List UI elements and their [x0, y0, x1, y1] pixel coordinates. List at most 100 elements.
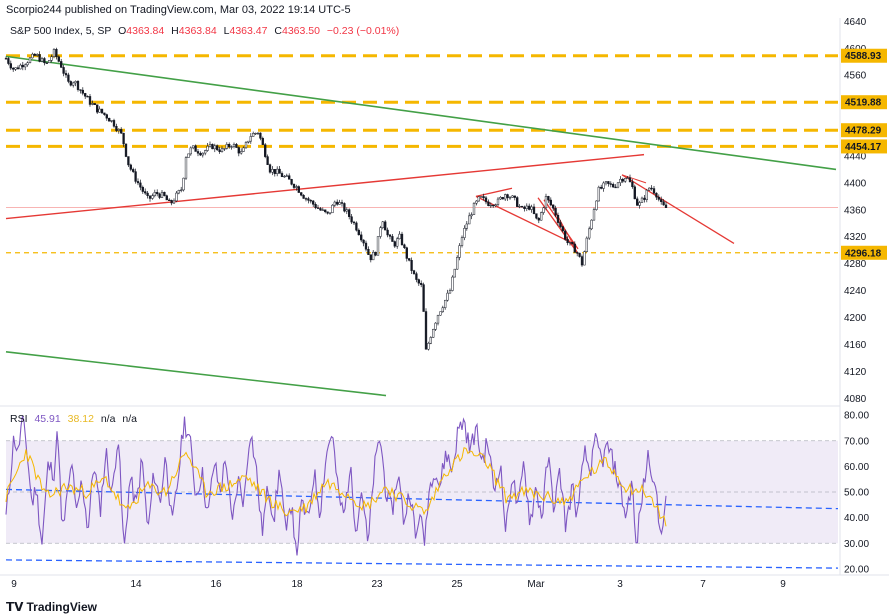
candle-body	[403, 244, 406, 248]
candle-body	[523, 206, 526, 209]
candle-body	[120, 129, 123, 134]
candle-body	[244, 142, 248, 149]
candle-body	[501, 197, 504, 200]
candle-body	[252, 133, 255, 137]
candle-body	[499, 197, 502, 200]
candle-body	[160, 191, 164, 198]
candle-body	[513, 195, 516, 198]
candle-body	[489, 204, 492, 207]
time-tick-label: 23	[371, 579, 383, 590]
price-level-label: 4588.93	[845, 51, 882, 62]
rsi-title[interactable]: RSI	[10, 413, 28, 425]
time-tick-label: 3	[617, 579, 623, 590]
time-axis: 9 14 16 18 23 25 Mar 3 7 9	[11, 579, 786, 590]
candle-body	[103, 112, 106, 115]
candle-body	[108, 117, 111, 122]
candle-body	[297, 186, 300, 193]
candle-body	[199, 152, 202, 156]
candle-body	[170, 200, 173, 204]
candle-body	[352, 221, 356, 224]
candle-body	[242, 147, 245, 152]
candle-body	[76, 81, 80, 90]
price-level-tag	[841, 245, 887, 260]
candle-body	[590, 219, 593, 230]
candle-body	[434, 322, 437, 330]
candle-body	[235, 143, 238, 148]
candle-body	[127, 156, 130, 166]
candle-body	[465, 223, 468, 229]
candle-body	[98, 108, 101, 113]
candle-body	[9, 63, 12, 69]
candle-body	[360, 234, 363, 241]
candle-body	[655, 192, 658, 198]
candle-body	[60, 61, 63, 68]
candle-body	[38, 54, 41, 62]
candle-body	[249, 136, 252, 142]
rsi-pane	[5, 415, 839, 569]
candle-body	[55, 49, 58, 57]
time-tick-label: 16	[210, 579, 222, 590]
candle-body	[21, 64, 24, 68]
candle-body	[158, 193, 161, 198]
candle-body	[177, 190, 180, 194]
symbol-name[interactable]: S&P 500 Index, 5, SP	[10, 25, 112, 37]
candle-body	[446, 292, 449, 301]
tradingview-logo-icon: 𝗧𝗩	[6, 600, 24, 614]
candle-body	[537, 217, 540, 221]
candle-body	[604, 181, 608, 184]
candle-body	[144, 191, 147, 194]
candle-body	[312, 200, 315, 205]
price-tick-label: 4200	[844, 313, 867, 324]
candle-body	[91, 103, 94, 105]
candle-body	[148, 195, 152, 199]
candle-body	[424, 311, 428, 350]
candle-body	[28, 57, 32, 64]
candle-body	[206, 145, 209, 151]
candle-body	[511, 195, 514, 198]
high-value: 4363.84	[178, 25, 217, 37]
candle-body	[292, 184, 296, 188]
candle-body	[578, 252, 581, 257]
candle-body	[372, 251, 375, 261]
candle-body	[547, 196, 550, 201]
candle-body	[573, 243, 576, 253]
candle-body	[532, 206, 536, 214]
candle-body	[276, 168, 279, 174]
candle-body	[571, 241, 574, 245]
candle-body	[213, 145, 216, 150]
candle-body	[494, 204, 497, 206]
candle-body	[151, 195, 154, 199]
candle-body	[336, 201, 339, 205]
rsi-ma-line	[5, 447, 667, 527]
candle-body	[19, 64, 22, 70]
candle-body	[280, 173, 284, 178]
candle-body	[240, 151, 243, 154]
candle-body	[556, 215, 560, 223]
candle-body	[211, 143, 214, 150]
candle-body	[552, 204, 555, 209]
candle-body	[463, 228, 466, 238]
candle-body	[607, 181, 610, 184]
candle-body	[585, 237, 588, 252]
candle-body	[453, 268, 456, 278]
candle-body	[477, 196, 480, 202]
candle-body	[451, 276, 454, 291]
flag-upper-line-1	[475, 187, 513, 197]
candle-body	[168, 199, 171, 201]
candle-body	[57, 56, 60, 62]
candle-body	[175, 192, 178, 202]
candle-body	[345, 209, 348, 212]
price-level-label: 4454.17	[845, 142, 882, 153]
price-level-tag	[841, 95, 887, 110]
candle-body	[247, 140, 250, 143]
candle-body	[580, 256, 584, 266]
descending-support-line	[5, 351, 387, 397]
candle-body	[314, 204, 317, 209]
candle-body	[470, 214, 473, 217]
candle-body	[504, 194, 507, 200]
candle-body	[331, 204, 334, 214]
candle-body	[429, 337, 432, 344]
footer-brand[interactable]: 𝗧𝗩 TradingView	[6, 600, 97, 614]
candle-body	[444, 299, 447, 308]
